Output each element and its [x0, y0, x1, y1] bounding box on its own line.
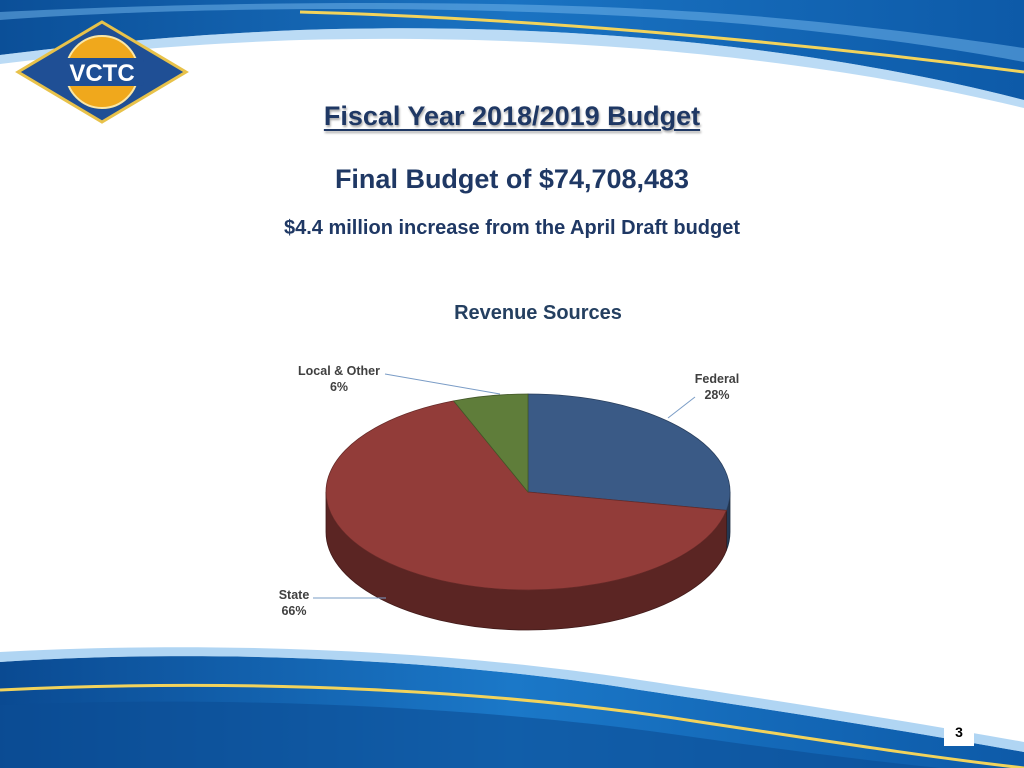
leader-line-local-other — [384, 373, 501, 395]
slice-value-federal: 28% — [704, 388, 729, 402]
pie-labels: Federal 28% State 66% Local & Other 6% — [279, 364, 740, 618]
slide-title: Fiscal Year 2018/2019 Budget — [323, 101, 701, 131]
budget-increase-note: $4.4 million increase from the April Dra… — [283, 217, 740, 239]
slice-label-state: State — [279, 588, 310, 602]
slice-label-local-other: Local & Other — [298, 364, 380, 378]
pie-slice-state — [325, 400, 727, 591]
pie-top — [325, 393, 731, 591]
chart-title: Revenue Sources — [454, 302, 622, 324]
slice-value-state: 66% — [281, 604, 306, 618]
svg-text:VCTC: VCTC — [69, 60, 134, 87]
top-swoosh — [0, 0, 1024, 108]
slice-value-local-other: 6% — [330, 380, 348, 394]
slice-label-federal: Federal — [695, 372, 739, 386]
page-number: 3 — [955, 724, 963, 740]
vctc-logo: VCTC — [15, 20, 189, 124]
page-number-tab — [944, 718, 974, 746]
bottom-swoosh — [0, 647, 1024, 768]
pie-slice-federal — [527, 393, 731, 511]
pie-slice-local-other — [452, 393, 529, 494]
budget-total: Final Budget of $74,708,483 — [334, 164, 690, 194]
leader-line-federal — [667, 396, 696, 419]
